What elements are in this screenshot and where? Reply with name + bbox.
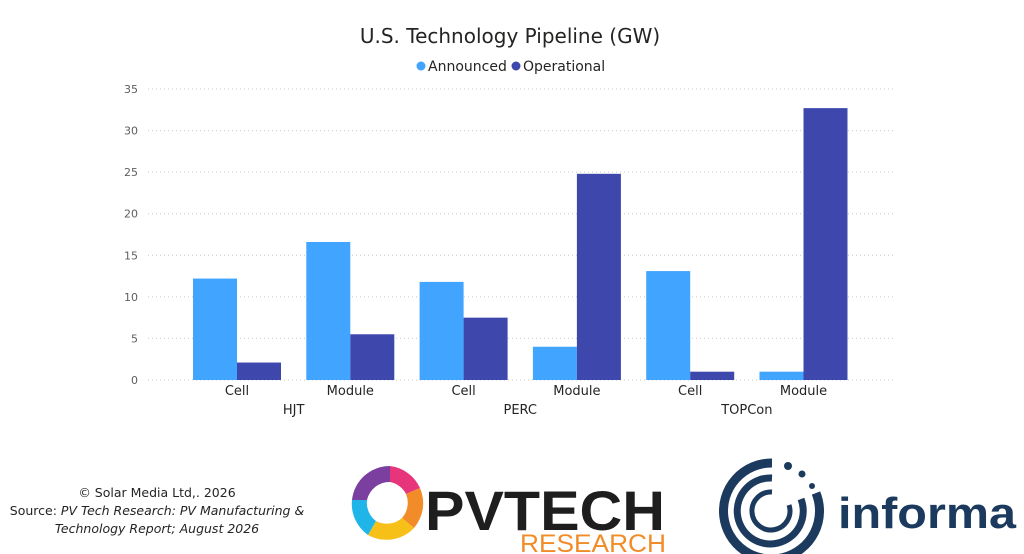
- informa-rings-icon: [719, 458, 824, 554]
- y-axis-ticks: 0 5 10 15 20 25 30 35: [124, 83, 138, 387]
- x-axis-labels: Cell Module Cell Module Cell Module HJT PERC TOP…: [225, 384, 827, 418]
- bar-operational-1: [350, 334, 395, 380]
- chart-title: U.S. Technology Pipeline (GW): [360, 24, 660, 48]
- y-tick-label: 35: [124, 83, 138, 96]
- bar-operational-2: [463, 317, 508, 380]
- x-group-label: TOPCon: [720, 403, 772, 418]
- informa-wordmark: informa: [838, 489, 1017, 538]
- legend-label-announced: Announced: [428, 59, 507, 75]
- legend-marker-operational: [511, 61, 521, 71]
- x-category-label: Module: [553, 384, 600, 399]
- pvtech-wordmark: PVTECH: [425, 479, 665, 542]
- informa-dots: [784, 462, 821, 503]
- x-category-label: Cell: [678, 384, 702, 399]
- pvtech-swirl-icon: [351, 465, 424, 540]
- bar-operational-3: [576, 173, 621, 380]
- pvtech-research-wordmark: RESEARCH: [520, 530, 666, 554]
- bar-operational-0: [237, 362, 281, 380]
- bar-announced-0: [193, 278, 237, 380]
- y-tick-label: 15: [124, 249, 138, 262]
- legend: Announced Operational: [416, 59, 605, 75]
- y-tick-label: 5: [131, 332, 138, 345]
- y-tick-label: 25: [124, 166, 138, 179]
- x-group-label: PERC: [503, 403, 537, 418]
- legend-marker-announced: [416, 61, 426, 71]
- gridlines: [148, 88, 896, 381]
- informa-logo: informa: [719, 458, 1017, 554]
- x-category-label: Cell: [451, 384, 475, 399]
- x-category-label: Module: [780, 384, 827, 399]
- y-tick-label: 10: [124, 291, 138, 304]
- source-title-1: PV Tech Research: PV Manufacturing &: [61, 503, 305, 518]
- bar-announced-2: [419, 281, 464, 380]
- source-line-2: Technology Report; August 2026: [55, 521, 259, 536]
- copyright-text: © Solar Media Ltd,. 2026: [78, 485, 235, 500]
- bar-announced-5: [759, 371, 804, 380]
- bar-announced-3: [532, 346, 577, 380]
- x-category-label: Module: [327, 384, 374, 399]
- y-tick-label: 0: [131, 374, 138, 387]
- y-tick-label: 20: [124, 208, 138, 221]
- bar-announced-4: [646, 271, 691, 380]
- footer-credit: © Solar Media Ltd,. 2026 Source: PV Tech…: [10, 485, 305, 536]
- pvtech-logo: PVTECH RESEARCH: [351, 465, 666, 554]
- x-group-label: HJT: [283, 403, 305, 418]
- y-tick-label: 30: [124, 125, 138, 138]
- x-category-label: Cell: [225, 384, 249, 399]
- bar-announced-1: [306, 241, 351, 380]
- bar-operational-4: [690, 371, 735, 380]
- source-line-1: Source: PV Tech Research: PV Manufacturi…: [10, 503, 305, 518]
- bars: [193, 108, 848, 380]
- source-prefix: Source:: [10, 503, 61, 518]
- bar-operational-5: [803, 108, 848, 380]
- legend-label-operational: Operational: [523, 59, 605, 75]
